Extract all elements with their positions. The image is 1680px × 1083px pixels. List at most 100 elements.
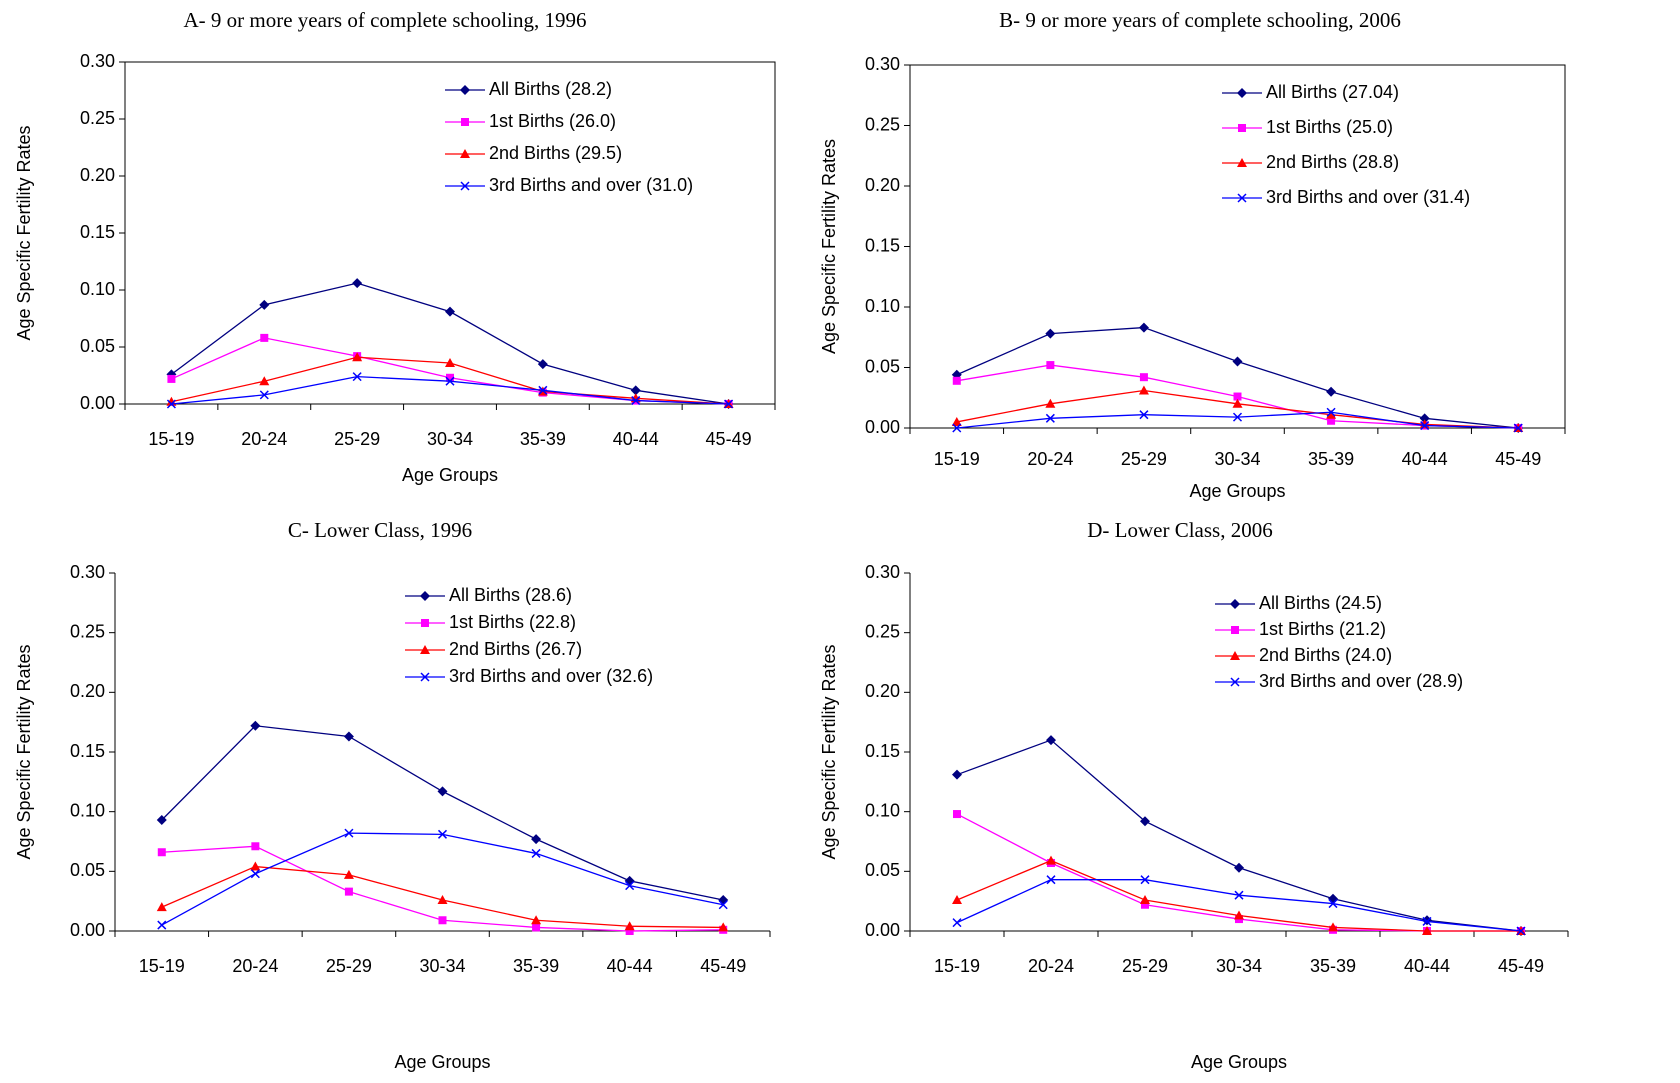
x-tick-label: 40-44 <box>1402 449 1448 469</box>
legend-marker <box>1238 124 1246 132</box>
marker <box>167 374 176 383</box>
marker <box>1234 890 1244 900</box>
legend-label: 1st Births (26.0) <box>489 111 616 131</box>
marker <box>344 828 354 838</box>
marker <box>625 927 634 935</box>
chart-panel: B- 9 or more years of complete schooling… <box>819 8 1566 501</box>
y-tick-label: 0.30 <box>865 54 900 74</box>
chart-panel: A- 9 or more years of complete schooling… <box>14 8 776 485</box>
legend-marker <box>421 619 429 627</box>
y-tick-label: 0.10 <box>865 296 900 316</box>
legend-label: 1st Births (22.8) <box>449 612 576 632</box>
marker <box>1140 816 1150 827</box>
y-tick-label: 0.05 <box>865 356 900 376</box>
marker <box>157 920 167 930</box>
y-tick-label: 0.00 <box>80 393 115 413</box>
y-tick-label: 0.30 <box>80 51 115 71</box>
marker <box>1232 412 1243 422</box>
marker <box>1328 893 1338 904</box>
x-axis-label: Age Groups <box>402 465 498 485</box>
marker <box>1516 926 1526 936</box>
y-tick-label: 0.15 <box>80 222 115 242</box>
marker <box>251 842 260 851</box>
x-tick-label: 25-29 <box>334 429 380 449</box>
marker <box>250 720 261 731</box>
x-tick-label: 15-19 <box>934 449 980 469</box>
marker <box>718 922 729 932</box>
legend-marker <box>461 118 469 126</box>
y-axis-label: Age Specific Fertility Rates <box>819 644 839 859</box>
marker <box>1046 855 1056 865</box>
marker <box>1140 894 1150 904</box>
marker <box>1232 356 1243 367</box>
marker <box>951 416 962 426</box>
marker <box>1326 409 1337 419</box>
y-tick-label: 0.25 <box>70 621 105 641</box>
legend-label: 2nd Births (24.0) <box>1259 645 1392 665</box>
x-tick-label: 30-34 <box>1214 449 1260 469</box>
legend-label: 3rd Births and over (31.4) <box>1266 187 1470 207</box>
chart-panel: C- Lower Class, 1996 0.00 0.05 0.10 0.15 0.20… <box>14 518 771 1072</box>
x-tick-label: 45-49 <box>1495 449 1541 469</box>
y-tick-label: 0.30 <box>865 562 900 582</box>
marker <box>259 299 270 310</box>
series-line <box>956 879 1522 932</box>
marker <box>260 333 269 342</box>
x-tick-label: 45-49 <box>1498 956 1544 976</box>
marker <box>1233 392 1242 401</box>
marker <box>531 915 542 925</box>
series-line <box>171 282 729 405</box>
marker <box>438 916 447 925</box>
marker <box>343 869 354 879</box>
marker <box>437 786 448 797</box>
chart-title: D- Lower Class, 2006 <box>1087 518 1272 542</box>
y-tick-label: 0.10 <box>865 800 900 820</box>
marker <box>352 372 362 382</box>
y-tick-label: 0.05 <box>70 860 105 880</box>
marker <box>724 399 734 409</box>
x-tick-label: 20-24 <box>1028 956 1074 976</box>
legend-marker <box>1237 88 1247 98</box>
legend-marker <box>420 672 430 682</box>
marker <box>1326 407 1336 417</box>
legend-label: 2nd Births (29.5) <box>489 143 622 163</box>
marker <box>445 306 455 317</box>
marker <box>1327 416 1336 425</box>
marker <box>1419 413 1430 424</box>
marker <box>1046 735 1056 746</box>
marker <box>953 810 961 819</box>
marker <box>1234 862 1244 873</box>
x-tick-label: 35-39 <box>1308 449 1354 469</box>
marker <box>537 359 548 370</box>
x-tick-label: 25-29 <box>1122 956 1168 976</box>
x-tick-label: 30-34 <box>427 429 473 449</box>
legend-label: All Births (28.6) <box>449 585 572 605</box>
legend-marker <box>1237 193 1247 203</box>
legend-label: 1st Births (25.0) <box>1266 117 1393 137</box>
legend-label: 3rd Births and over (31.0) <box>489 175 693 195</box>
y-tick-label: 0.20 <box>865 175 900 195</box>
plot-frame <box>124 61 776 405</box>
y-tick-label: 0.10 <box>70 800 105 820</box>
x-tick-label: 15-19 <box>139 956 185 976</box>
marker <box>343 731 354 742</box>
marker <box>952 423 962 433</box>
marker <box>952 376 961 385</box>
series-line <box>956 739 1522 932</box>
marker <box>952 918 962 928</box>
y-tick-label: 0.05 <box>80 336 115 356</box>
x-tick-label: 40-44 <box>1404 956 1450 976</box>
marker <box>156 902 167 912</box>
y-tick-label: 0.30 <box>70 562 105 582</box>
marker <box>1138 322 1149 333</box>
marker <box>259 390 269 400</box>
x-axis-label: Age Groups <box>1189 481 1285 501</box>
y-tick-label: 0.20 <box>80 165 115 185</box>
chart-title: B- 9 or more years of complete schooling… <box>999 8 1401 32</box>
marker <box>1138 385 1149 395</box>
marker <box>1422 916 1432 926</box>
legend-label: All Births (27.04) <box>1266 82 1399 102</box>
x-tick-label: 15-19 <box>934 956 980 976</box>
y-tick-label: 0.20 <box>70 681 105 701</box>
marker <box>1234 910 1244 920</box>
